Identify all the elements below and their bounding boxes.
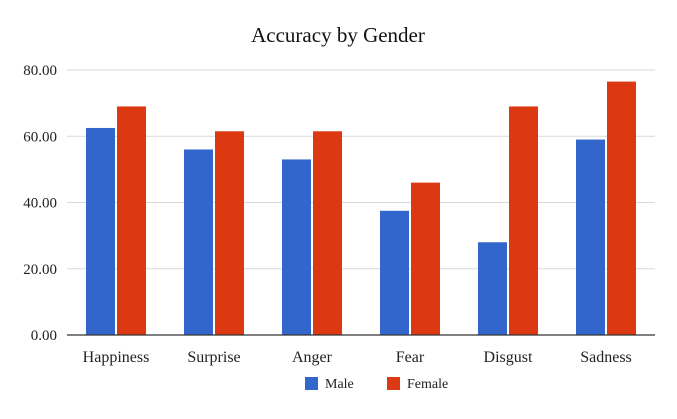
bar-female-surprise [215,131,244,335]
bar-male-surprise [184,149,213,335]
y-tick-label: 20.00 [23,262,57,278]
x-tick-label: Anger [292,349,333,366]
x-axis-ticks: Happiness Surprise Anger Fear Disgust Sadness [83,349,632,366]
bar-male-disgust [478,242,507,335]
y-axis-ticks: 0.00 20.00 40.00 60.00 80.00 [23,63,57,344]
legend-swatch-female [387,377,400,390]
bar-female-happiness [117,106,146,335]
x-tick-label: Surprise [187,349,240,366]
y-tick-label: 0.00 [31,328,57,344]
bar-female-sadness [607,81,636,335]
legend-label-female: Female [407,377,448,392]
chart-title: Accuracy by Gender [251,23,425,47]
x-tick-label: Disgust [484,349,533,366]
legend-label-male: Male [325,377,354,392]
bar-male-happiness [86,127,115,335]
y-tick-label: 60.00 [23,129,57,145]
bar-female-disgust [509,106,538,335]
x-tick-label: Sadness [580,349,632,366]
x-tick-label: Happiness [83,349,150,366]
bar-male-fear [380,210,409,335]
bar-male-anger [282,159,311,335]
bar-female-fear [411,182,440,335]
x-tick-label: Fear [396,349,425,366]
legend-swatch-male [305,377,318,390]
bar-male-sadness [576,139,605,335]
legend: Male Female [305,377,448,392]
bar-female-anger [313,131,342,335]
bars [86,81,636,335]
y-tick-label: 80.00 [23,63,57,79]
grid-lines [67,69,655,270]
y-tick-label: 40.00 [23,196,57,212]
